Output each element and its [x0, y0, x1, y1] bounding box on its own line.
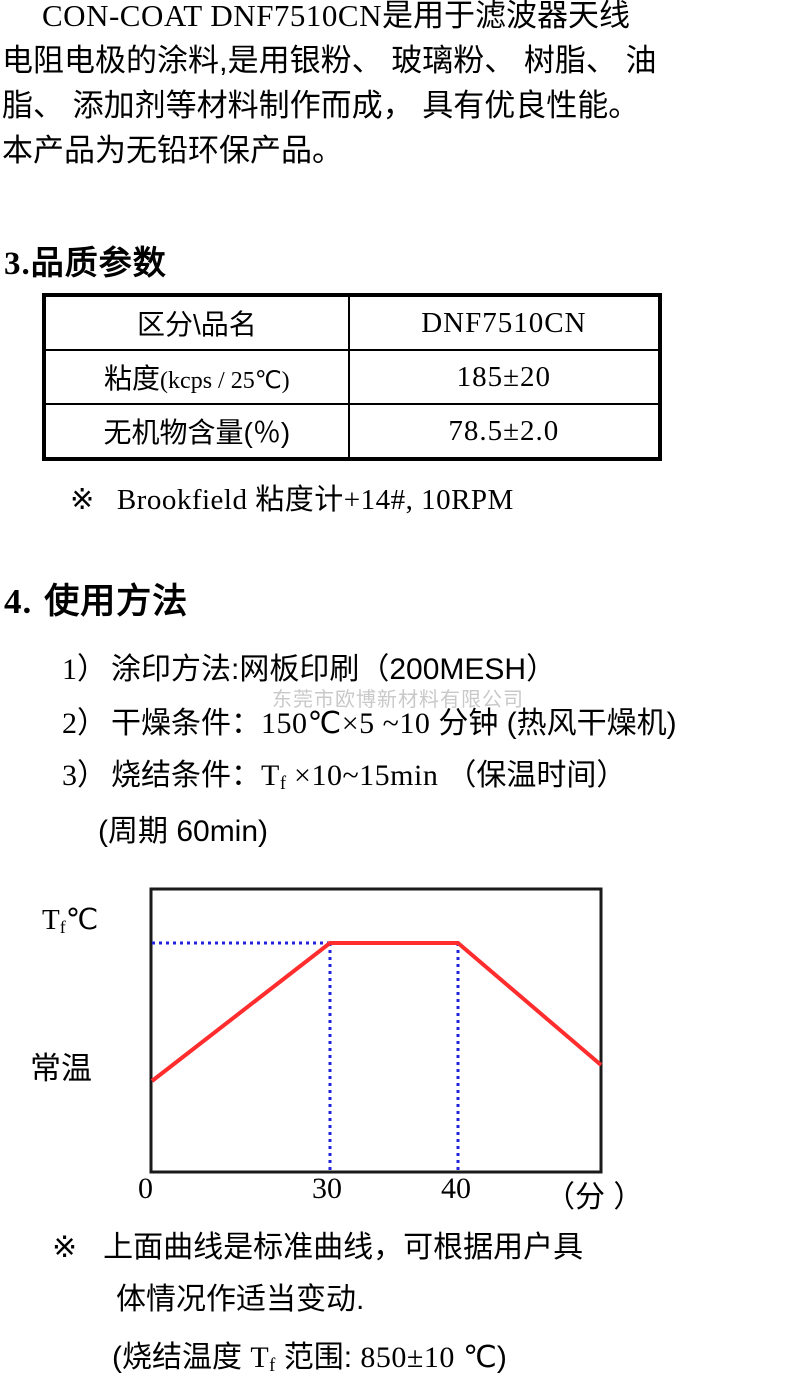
table-header-category: 区分\品名 — [43, 294, 350, 351]
temp-range-value: 850±10 — [360, 1341, 455, 1374]
usage-item-drying: 2） 干燥条件：150℃×5 ~10 分钟 (热风干燥机) — [62, 698, 677, 742]
chart-ylabel-subscript: f — [59, 916, 66, 937]
intro-line-3: 脂、 添加剂等材料制作而成， 具有优良性能。 — [2, 88, 640, 123]
table-cell-viscosity-value: 185±20 — [347, 349, 662, 405]
temp-range-symbol: T — [250, 1341, 270, 1374]
viscometer-brand: Brookfield — [116, 484, 256, 516]
section-title-usage: 使用方法 — [44, 582, 189, 621]
chart-svg — [149, 887, 603, 1174]
temp-range-prefix: (烧结温度 — [112, 1341, 251, 1374]
table-header-product: DNF7510CN — [347, 294, 662, 351]
usage-label-2: 干燥条件： — [111, 707, 261, 740]
curve-note-line-2: 体情况作适当变动. — [116, 1283, 365, 1316]
firing-temp-subscript: f — [279, 773, 287, 795]
chart-temperature-curve — [150, 941, 603, 1083]
chart-xtick-40: 40 — [441, 1172, 471, 1205]
chart-ylabel-unit: ℃ — [65, 904, 99, 936]
chart-ylabel-peak: Tf℃ — [42, 902, 98, 938]
chart-ylabel-symbol: T — [42, 904, 60, 936]
table-cell-inorganic-label: 无机物含量(％) — [43, 403, 350, 460]
temp-range-subscript: f — [269, 1355, 276, 1377]
temp-range-unit: ℃) — [454, 1341, 507, 1374]
table-cell-inorganic-value: 78.5±2.0 — [347, 403, 662, 460]
chart-xaxis-unit: （分 ） — [545, 1181, 644, 1214]
intro-paragraph: CON-COAT DNF7510CN是用于滤波器天线 电阻电极的涂料,是用银粉、… — [0, 0, 780, 173]
section-heading-usage: 4. 使用方法 — [4, 573, 188, 624]
usage-label-1: 涂印方法:网板印刷 — [111, 653, 360, 686]
intro-line-4: 本产品为无铅环保产品。 — [2, 133, 343, 168]
usage-index-3: 3） — [62, 759, 107, 792]
intro-line-2: 电阻电极的涂料,是用银粉、 玻璃粉、 树脂、 油 — [2, 43, 657, 78]
usage-index-2: 2） — [62, 707, 107, 740]
section-heading-quality: 3.品质参数 — [4, 236, 167, 284]
curve-note-line-1: 上面曲线是标准曲线，可根据用户具 — [103, 1231, 584, 1264]
note-mark-icon: ※ — [70, 484, 95, 516]
usage-item-firing: 3） 烧结条件：Tf ×10~15min （保温时间） — [62, 750, 626, 795]
viscometer-label: 粘度计 — [255, 484, 344, 516]
usage-tail-2: 分钟 (热风干燥机) — [438, 707, 677, 740]
usage-tail-3: （保温时间） — [446, 759, 627, 792]
usage-index-1: 1） — [62, 653, 107, 686]
section-title-quality: 品质参数 — [30, 244, 167, 281]
firing-temp-symbol: T — [261, 759, 280, 792]
firing-temp-range-note: (烧结温度 Tf 范围: 850±10 ℃) — [112, 1332, 507, 1377]
intro-line-1-rest: 是用于滤波器天线 — [382, 0, 630, 33]
section-number-3: 3. — [4, 246, 31, 282]
intro-line-1: CON-COAT DNF7510CN是用于滤波器天线 — [0, 0, 780, 38]
table-cell-viscosity-label: 粘度(kcps / 25℃) — [43, 349, 350, 405]
usage-label-3: 烧结条件： — [111, 759, 261, 792]
chart-xtick-0: 0 — [138, 1172, 153, 1205]
firing-profile-chart: Tf℃ 常温 0 30 40 （分 ） — [0, 880, 700, 1214]
chart-ylabel-room-temp: 常温 — [30, 1051, 92, 1086]
usage-cycle-note: (周期 60min) — [98, 815, 269, 848]
note-mark-icon: ※ — [52, 1231, 78, 1264]
table-row-header: 区分\品名 DNF7510CN — [43, 294, 662, 351]
usage-item-printing: 1） 涂印方法:网板印刷（200MESH） — [62, 644, 556, 688]
viscosity-label-main: 粘度 — [104, 363, 161, 394]
chart-plot-frame — [149, 887, 603, 1174]
viscometer-spindle: +14#, 10RPM — [343, 484, 514, 516]
section-number-4: 4. — [4, 582, 33, 621]
quality-parameters-table: 区分\品名 DNF7510CN 粘度(kcps / 25℃) 185±20 无机… — [42, 293, 662, 461]
table-row: 无机物含量(％) 78.5±2.0 — [43, 403, 662, 460]
curve-standard-note: ※ 上面曲线是标准曲线，可根据用户具体情况作适当变动. — [52, 1222, 583, 1326]
table-row: 粘度(kcps / 25℃) 185±20 — [43, 349, 662, 405]
usage-value-1: （200MESH） — [359, 653, 557, 686]
viscometer-note: ※ Brookfield 粘度计+14#, 10RPM — [70, 476, 514, 518]
usage-value-2: 150℃×5 ~10 — [261, 707, 439, 740]
viscosity-label-units: (kcps / 25℃) — [160, 368, 290, 394]
usage-value-3: ×10~15min — [286, 759, 447, 792]
product-code: CON-COAT DNF7510CN — [42, 0, 382, 33]
temp-range-middle: 范围: — [275, 1341, 361, 1374]
chart-xtick-30: 30 — [312, 1172, 342, 1205]
